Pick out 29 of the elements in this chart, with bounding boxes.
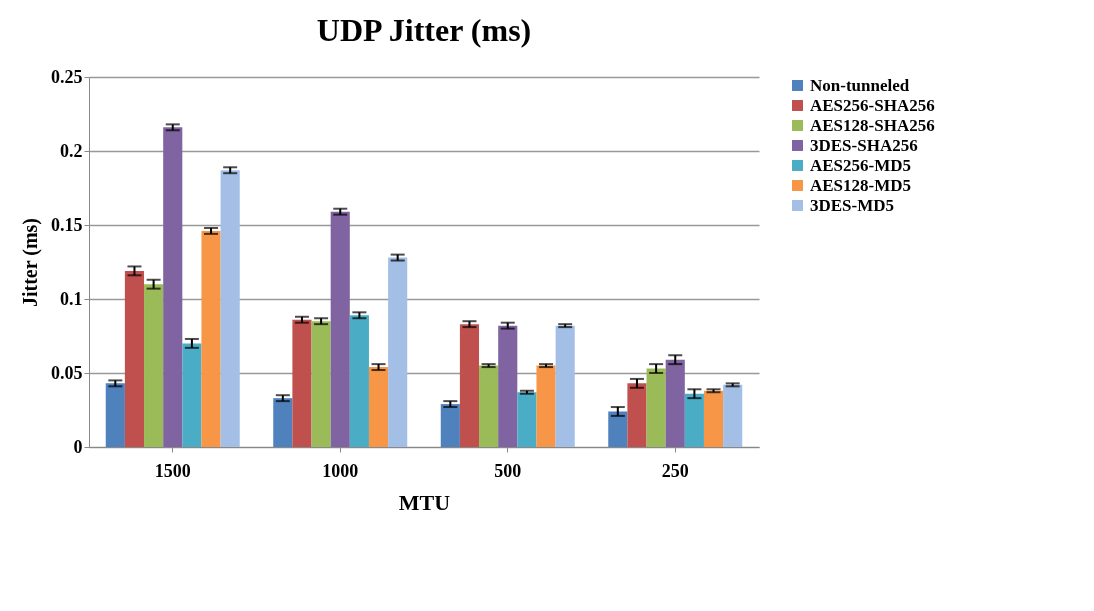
y-tick-label: 0 xyxy=(73,436,83,457)
x-axis-title: MTU xyxy=(398,489,451,515)
y-axis-title: Jitter (ms) xyxy=(19,217,42,308)
chart-title: UDP Jitter (ms) xyxy=(316,12,532,48)
y-tick-label: 0.25 xyxy=(51,66,83,87)
legend-label: AES128-SHA256 xyxy=(810,115,935,135)
legend-label: 3DES-SHA256 xyxy=(810,135,918,155)
x-tick-label: 1500 xyxy=(154,460,191,481)
bar xyxy=(479,365,499,447)
bar xyxy=(555,325,575,447)
x-tick-label: 250 xyxy=(661,460,689,481)
bar xyxy=(536,365,556,447)
y-tick-label: 0.2 xyxy=(60,140,83,161)
x-tick-label: 500 xyxy=(494,460,522,481)
y-tick-label: 0.05 xyxy=(51,362,83,383)
bar xyxy=(723,384,743,447)
legend-label: AES256-SHA256 xyxy=(810,95,935,115)
bar xyxy=(144,284,164,447)
legend-label: AES128-MD5 xyxy=(810,175,912,195)
legend-label: AES256-MD5 xyxy=(810,155,912,175)
bar xyxy=(182,343,202,447)
bar xyxy=(627,383,647,447)
bar xyxy=(517,392,537,447)
legend-label: Non-tunneled xyxy=(810,75,910,95)
y-tick-label: 0.1 xyxy=(60,288,83,309)
bar xyxy=(703,390,724,447)
y-tick-label: 0.15 xyxy=(51,214,83,235)
legend-label: 3DES-MD5 xyxy=(810,195,895,215)
x-tick-label: 1000 xyxy=(322,460,359,481)
